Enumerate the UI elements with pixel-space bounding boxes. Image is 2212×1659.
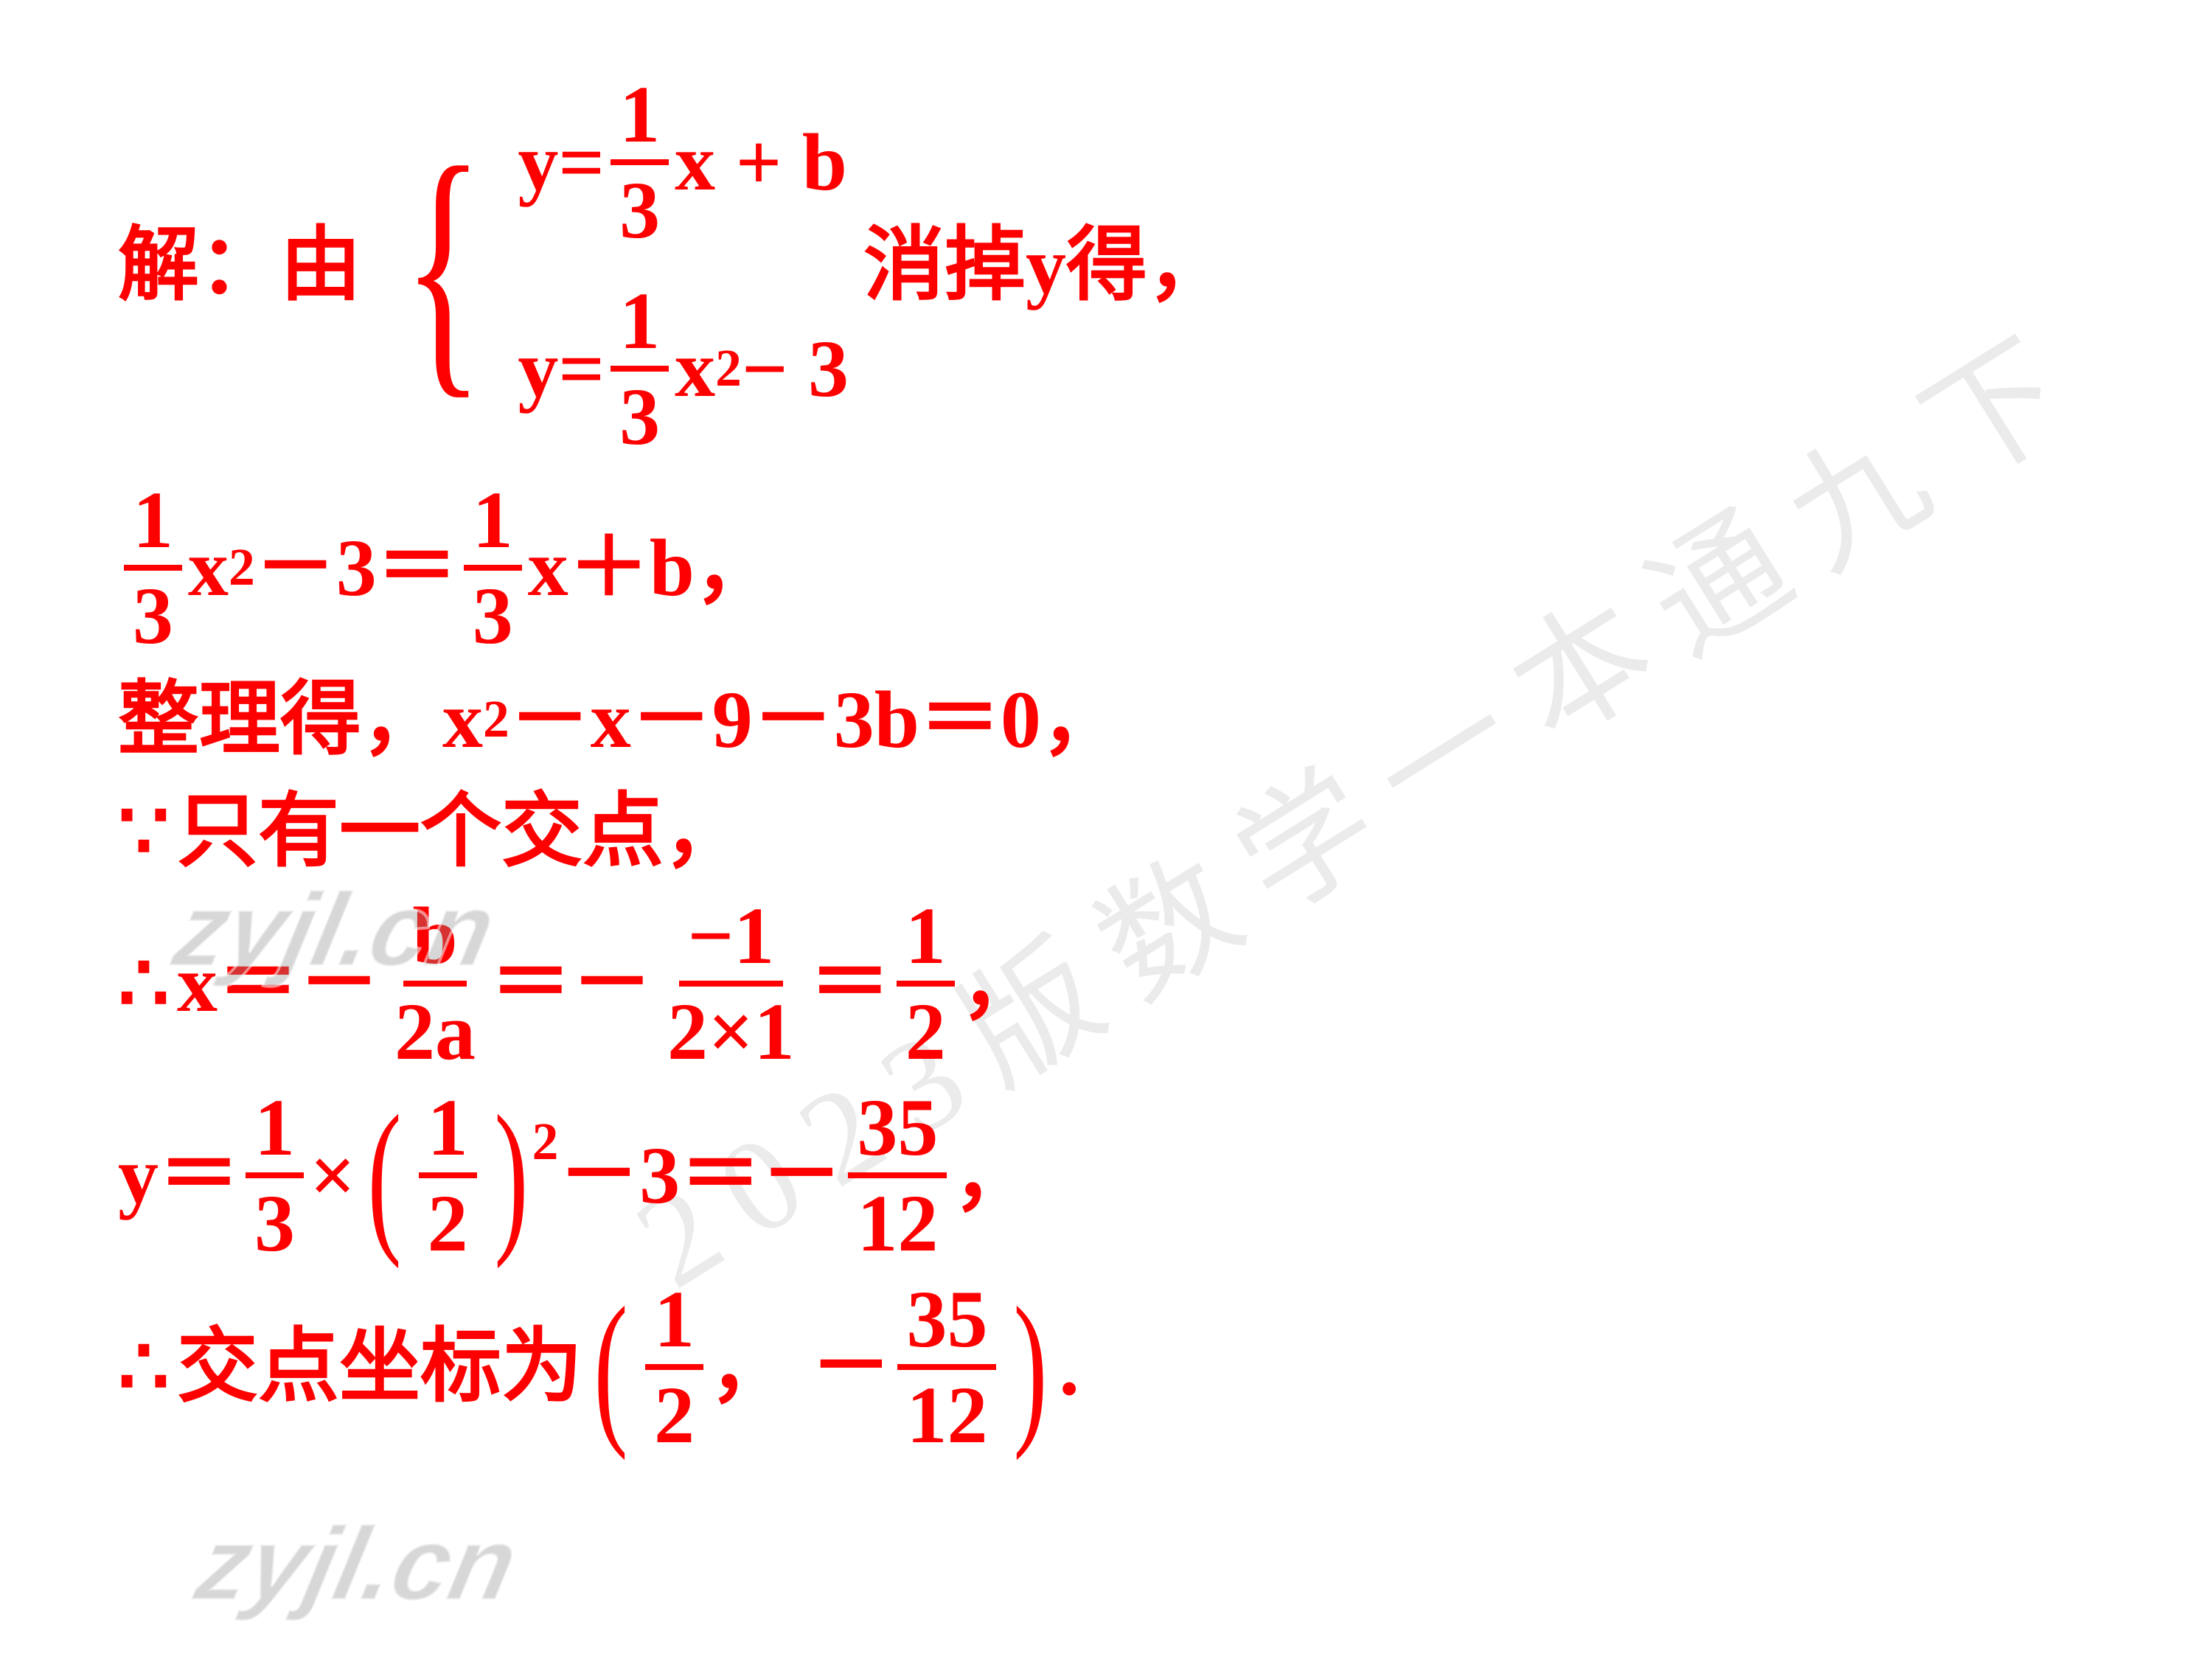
- eq2-x: x: [675, 320, 715, 417]
- l1-suffix: 消掉y得，: [863, 217, 1228, 314]
- l5-f3: 1 2: [897, 895, 955, 1072]
- eq1-frac-num: 1: [611, 74, 669, 165]
- line-3: 整理得，x2－x－9－3b＝0，: [118, 671, 1228, 768]
- line-7: ∴ 交点坐标为 ( 1 2 ， － 35 12 ) .: [118, 1279, 1228, 1455]
- rparen2-icon: ): [1014, 1307, 1048, 1427]
- l6-f1n: 1: [246, 1087, 304, 1178]
- l5-a: x＝－: [177, 935, 380, 1032]
- sys-eq1: y = 1 3 x + b: [518, 74, 849, 251]
- eq1-lhs: y: [518, 114, 558, 211]
- l2-p3: x＋b，: [528, 519, 776, 616]
- l6-d: ，: [953, 1127, 1034, 1224]
- sys-eq2: y = 1 3 x2 − 3: [518, 280, 849, 457]
- l5-f3n: 1: [897, 895, 955, 987]
- l2-p2: －3＝: [255, 519, 458, 616]
- l2-f1n: 1: [124, 479, 182, 571]
- l5-f1: b 2a: [386, 895, 484, 1072]
- l6-paren: ( 1 2 ): [356, 1087, 540, 1264]
- l5-b: ＝－: [490, 935, 653, 1032]
- l6-c: －3＝－: [558, 1127, 842, 1224]
- l6-a: y＝: [118, 1127, 240, 1224]
- l2-f1d: 3: [124, 571, 182, 656]
- l7-pf1: 1 2: [645, 1279, 703, 1455]
- l6-f2n: 35: [848, 1087, 947, 1178]
- line-6: y＝ 1 3 × ( 1 2 ) 2 －3＝－ 35 12 ，: [118, 1087, 1228, 1264]
- eq1-eq: =: [558, 114, 605, 211]
- solution-body: 解：由 { y = 1 3 x + b y = 1 3 x2 −: [118, 74, 1228, 1470]
- l2-f2: 1 3: [464, 479, 522, 656]
- l3-b: －x－9－3b＝0，: [509, 671, 1122, 768]
- eq2-eq: =: [558, 320, 605, 417]
- watermark-small-2: zyjl.cn: [187, 1504, 527, 1624]
- eq1-frac-den: 3: [611, 165, 669, 251]
- line-5: ∴ x＝－ b 2a ＝－ −1 2×1 ＝ 1 2 ，: [118, 895, 1228, 1072]
- line-1: 解：由 { y = 1 3 x + b y = 1 3 x2 −: [118, 74, 1228, 457]
- eq1-rhs: x + b: [675, 114, 847, 211]
- l6-b: ×: [310, 1127, 356, 1224]
- therefore-dots-1: ∴: [118, 935, 170, 1032]
- l5-f3d: 2: [897, 987, 955, 1072]
- l7-pf2n: 35: [897, 1279, 996, 1370]
- line-2: 1 3 x2 －3＝ 1 3 x＋b，: [118, 479, 1228, 656]
- lparen-icon: (: [367, 1116, 401, 1235]
- eq2-frac: 1 3: [611, 280, 669, 457]
- l5-f2d: 2×1: [658, 987, 804, 1072]
- l2-f2n: 1: [464, 479, 522, 571]
- l7-paren: ( 1 2 ， － 35 12 ): [582, 1279, 1059, 1455]
- eq2-tail: − 3: [742, 320, 849, 417]
- l6-pfd: 2: [419, 1178, 477, 1264]
- l7-pf1n: 1: [645, 1279, 703, 1370]
- eq1-frac: 1 3: [611, 74, 669, 251]
- therefore-dots-2: ∴: [118, 1318, 170, 1416]
- l2-f1: 1 3: [124, 479, 182, 656]
- l6-f2d: 12: [848, 1178, 947, 1264]
- l7-pf2: 35 12: [897, 1279, 996, 1455]
- eq2-frac-num: 1: [611, 280, 669, 372]
- l5-f2: −1 2×1: [658, 895, 804, 1072]
- l3-a: 整理得，x: [118, 671, 483, 768]
- l2-p1: x: [188, 519, 229, 616]
- l6-f1d: 3: [246, 1178, 304, 1264]
- l7-end: .: [1059, 1318, 1079, 1416]
- l5-d: ，: [961, 935, 1042, 1032]
- line-4: ∵ 只有一个交点，: [118, 783, 1228, 880]
- eq2-lhs: y: [518, 320, 558, 417]
- because-dots: ∵: [118, 783, 170, 880]
- l7-a: 交点坐标为: [177, 1318, 582, 1416]
- l7-pf2d: 12: [897, 1370, 996, 1455]
- l5-f1n: b: [403, 895, 466, 987]
- l4-txt: 只有一个交点，: [177, 783, 745, 880]
- l5-f2n: −1: [679, 895, 784, 987]
- equation-system: y = 1 3 x + b y = 1 3 x2 − 3: [518, 74, 849, 457]
- l6-pf: 1 2: [419, 1087, 477, 1264]
- eq2-frac-den: 3: [611, 372, 669, 457]
- l7-pf1d: 2: [645, 1370, 703, 1455]
- l6-f2: 35 12: [848, 1087, 947, 1264]
- lparen2-icon: (: [594, 1307, 627, 1427]
- rparen-icon: ): [494, 1116, 528, 1235]
- l6-f1: 1 3: [246, 1087, 304, 1264]
- l7-sep: ， －: [709, 1318, 892, 1416]
- l1-prefix: 解：由: [118, 217, 361, 314]
- l2-f2d: 3: [464, 571, 522, 656]
- left-brace: {: [403, 147, 483, 385]
- l5-f1d: 2a: [386, 987, 484, 1072]
- l6-pfn: 1: [419, 1087, 477, 1178]
- l5-c: ＝: [810, 935, 891, 1032]
